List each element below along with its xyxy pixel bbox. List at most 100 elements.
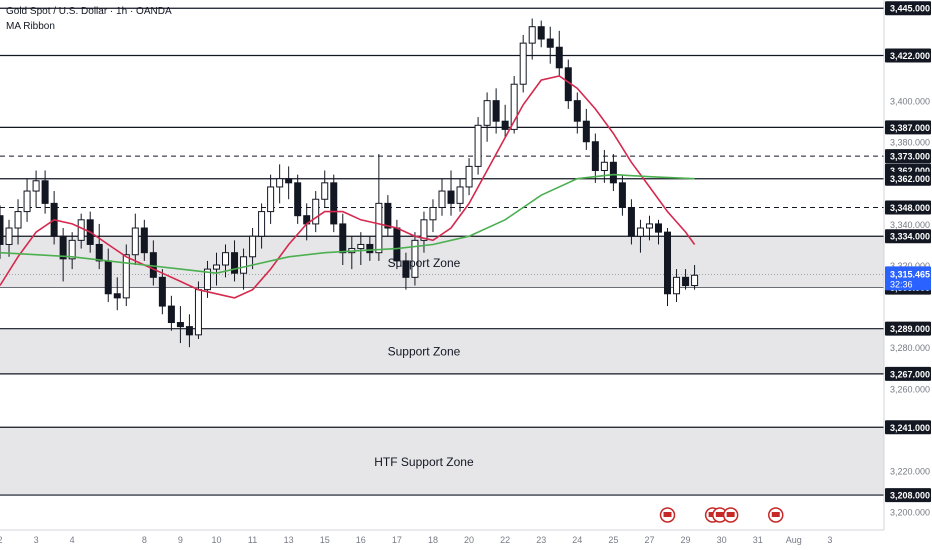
candle bbox=[41, 180, 49, 204]
candle bbox=[0, 215, 4, 245]
candle bbox=[32, 180, 40, 192]
candle bbox=[420, 219, 428, 241]
event-flag-inner bbox=[715, 512, 724, 517]
ma-line-fast bbox=[0, 75, 696, 299]
price-tick: 3,400.000 bbox=[890, 97, 930, 107]
time-tick: 24 bbox=[572, 535, 582, 545]
current-price-box bbox=[885, 266, 931, 291]
candle bbox=[203, 268, 211, 291]
time-tick: 2 bbox=[0, 535, 3, 545]
event-flag-inner bbox=[771, 512, 780, 517]
candle bbox=[474, 124, 482, 167]
candle bbox=[682, 276, 690, 287]
candle bbox=[492, 100, 500, 122]
candle bbox=[330, 182, 338, 225]
level-label-box bbox=[885, 366, 931, 381]
candle bbox=[528, 26, 536, 44]
level-label: 3,334.000 bbox=[890, 232, 930, 242]
zone-label-2: Support Zone bbox=[388, 344, 461, 358]
level-label: 3,422.000 bbox=[890, 51, 930, 61]
candle bbox=[249, 235, 257, 258]
level-label: 3,387.000 bbox=[890, 123, 930, 133]
time-tick: 3 bbox=[34, 535, 39, 545]
chart-title: Gold Spot / U.S. Dollar · 1h · OANDA bbox=[6, 6, 172, 17]
time-tick: 8 bbox=[142, 535, 147, 545]
level-label-box bbox=[885, 420, 931, 435]
time-tick: 18 bbox=[428, 535, 438, 545]
zone-label-1: Support Zone bbox=[388, 256, 461, 270]
level-label: 3,208.000 bbox=[890, 491, 930, 501]
candle bbox=[591, 141, 599, 172]
time-tick: 16 bbox=[356, 535, 366, 545]
time-tick: 22 bbox=[500, 535, 510, 545]
candle bbox=[645, 223, 653, 229]
candle bbox=[438, 190, 446, 208]
candle bbox=[212, 264, 220, 270]
candle bbox=[185, 326, 193, 336]
candle bbox=[267, 186, 275, 213]
candle bbox=[357, 243, 365, 250]
level-label-box bbox=[885, 120, 931, 135]
time-tick: 23 bbox=[536, 535, 546, 545]
level-label-box bbox=[885, 200, 931, 215]
candle bbox=[258, 211, 266, 237]
level-label: 3,289.000 bbox=[890, 324, 930, 334]
event-flag-inner bbox=[726, 512, 735, 517]
candle bbox=[158, 276, 166, 307]
candle bbox=[285, 178, 293, 184]
time-tick: 27 bbox=[644, 535, 654, 545]
candle bbox=[366, 243, 374, 254]
price-tick: 3,280.000 bbox=[890, 343, 930, 353]
level-label-box bbox=[885, 321, 931, 336]
time-tick: Aug bbox=[786, 535, 802, 545]
candle bbox=[483, 100, 491, 126]
countdown-label: 32:36 bbox=[890, 279, 913, 289]
price-tick: 3,320.000 bbox=[890, 261, 930, 271]
time-tick: 4 bbox=[70, 535, 75, 545]
candle bbox=[131, 227, 139, 256]
candle bbox=[673, 276, 681, 295]
level-label: 3,241.000 bbox=[890, 423, 930, 433]
ma-line-slow bbox=[0, 173, 695, 275]
candle bbox=[194, 289, 202, 336]
price-tick: 3,340.000 bbox=[890, 220, 930, 230]
time-tick: 29 bbox=[681, 535, 691, 545]
candle bbox=[465, 165, 473, 188]
candle bbox=[231, 252, 239, 274]
candle bbox=[501, 120, 509, 130]
time-tick: 10 bbox=[211, 535, 221, 545]
candle bbox=[77, 219, 85, 241]
candle bbox=[312, 198, 320, 225]
candle bbox=[14, 211, 22, 229]
candle bbox=[384, 202, 392, 229]
candle bbox=[600, 161, 608, 172]
level-label: 3,362.000 bbox=[890, 166, 930, 176]
candle bbox=[167, 305, 175, 324]
candle bbox=[456, 186, 464, 204]
time-tick: 31 bbox=[753, 535, 763, 545]
candle bbox=[321, 182, 329, 200]
time-tick: 25 bbox=[608, 535, 618, 545]
candle bbox=[68, 239, 76, 260]
level-label-box bbox=[885, 229, 931, 244]
candle bbox=[609, 161, 617, 184]
candle bbox=[627, 206, 635, 237]
candle bbox=[176, 322, 184, 328]
level-label: 3,362.000 bbox=[890, 174, 930, 184]
candle bbox=[654, 223, 662, 233]
time-tick: 17 bbox=[392, 535, 402, 545]
time-axis bbox=[0, 530, 932, 550]
candle bbox=[510, 83, 518, 130]
time-tick: 13 bbox=[284, 535, 294, 545]
support-zone-3 bbox=[0, 427, 884, 496]
level-label-box bbox=[885, 488, 931, 503]
candle bbox=[691, 274, 699, 287]
level-label-box bbox=[885, 171, 931, 186]
support-zone-2 bbox=[0, 328, 884, 374]
price-tick: 3,200.000 bbox=[890, 508, 930, 518]
time-tick: 11 bbox=[248, 535, 257, 545]
zone-label-3: HTF Support Zone bbox=[374, 455, 474, 469]
candle bbox=[276, 178, 284, 188]
time-tick: 20 bbox=[464, 535, 474, 545]
